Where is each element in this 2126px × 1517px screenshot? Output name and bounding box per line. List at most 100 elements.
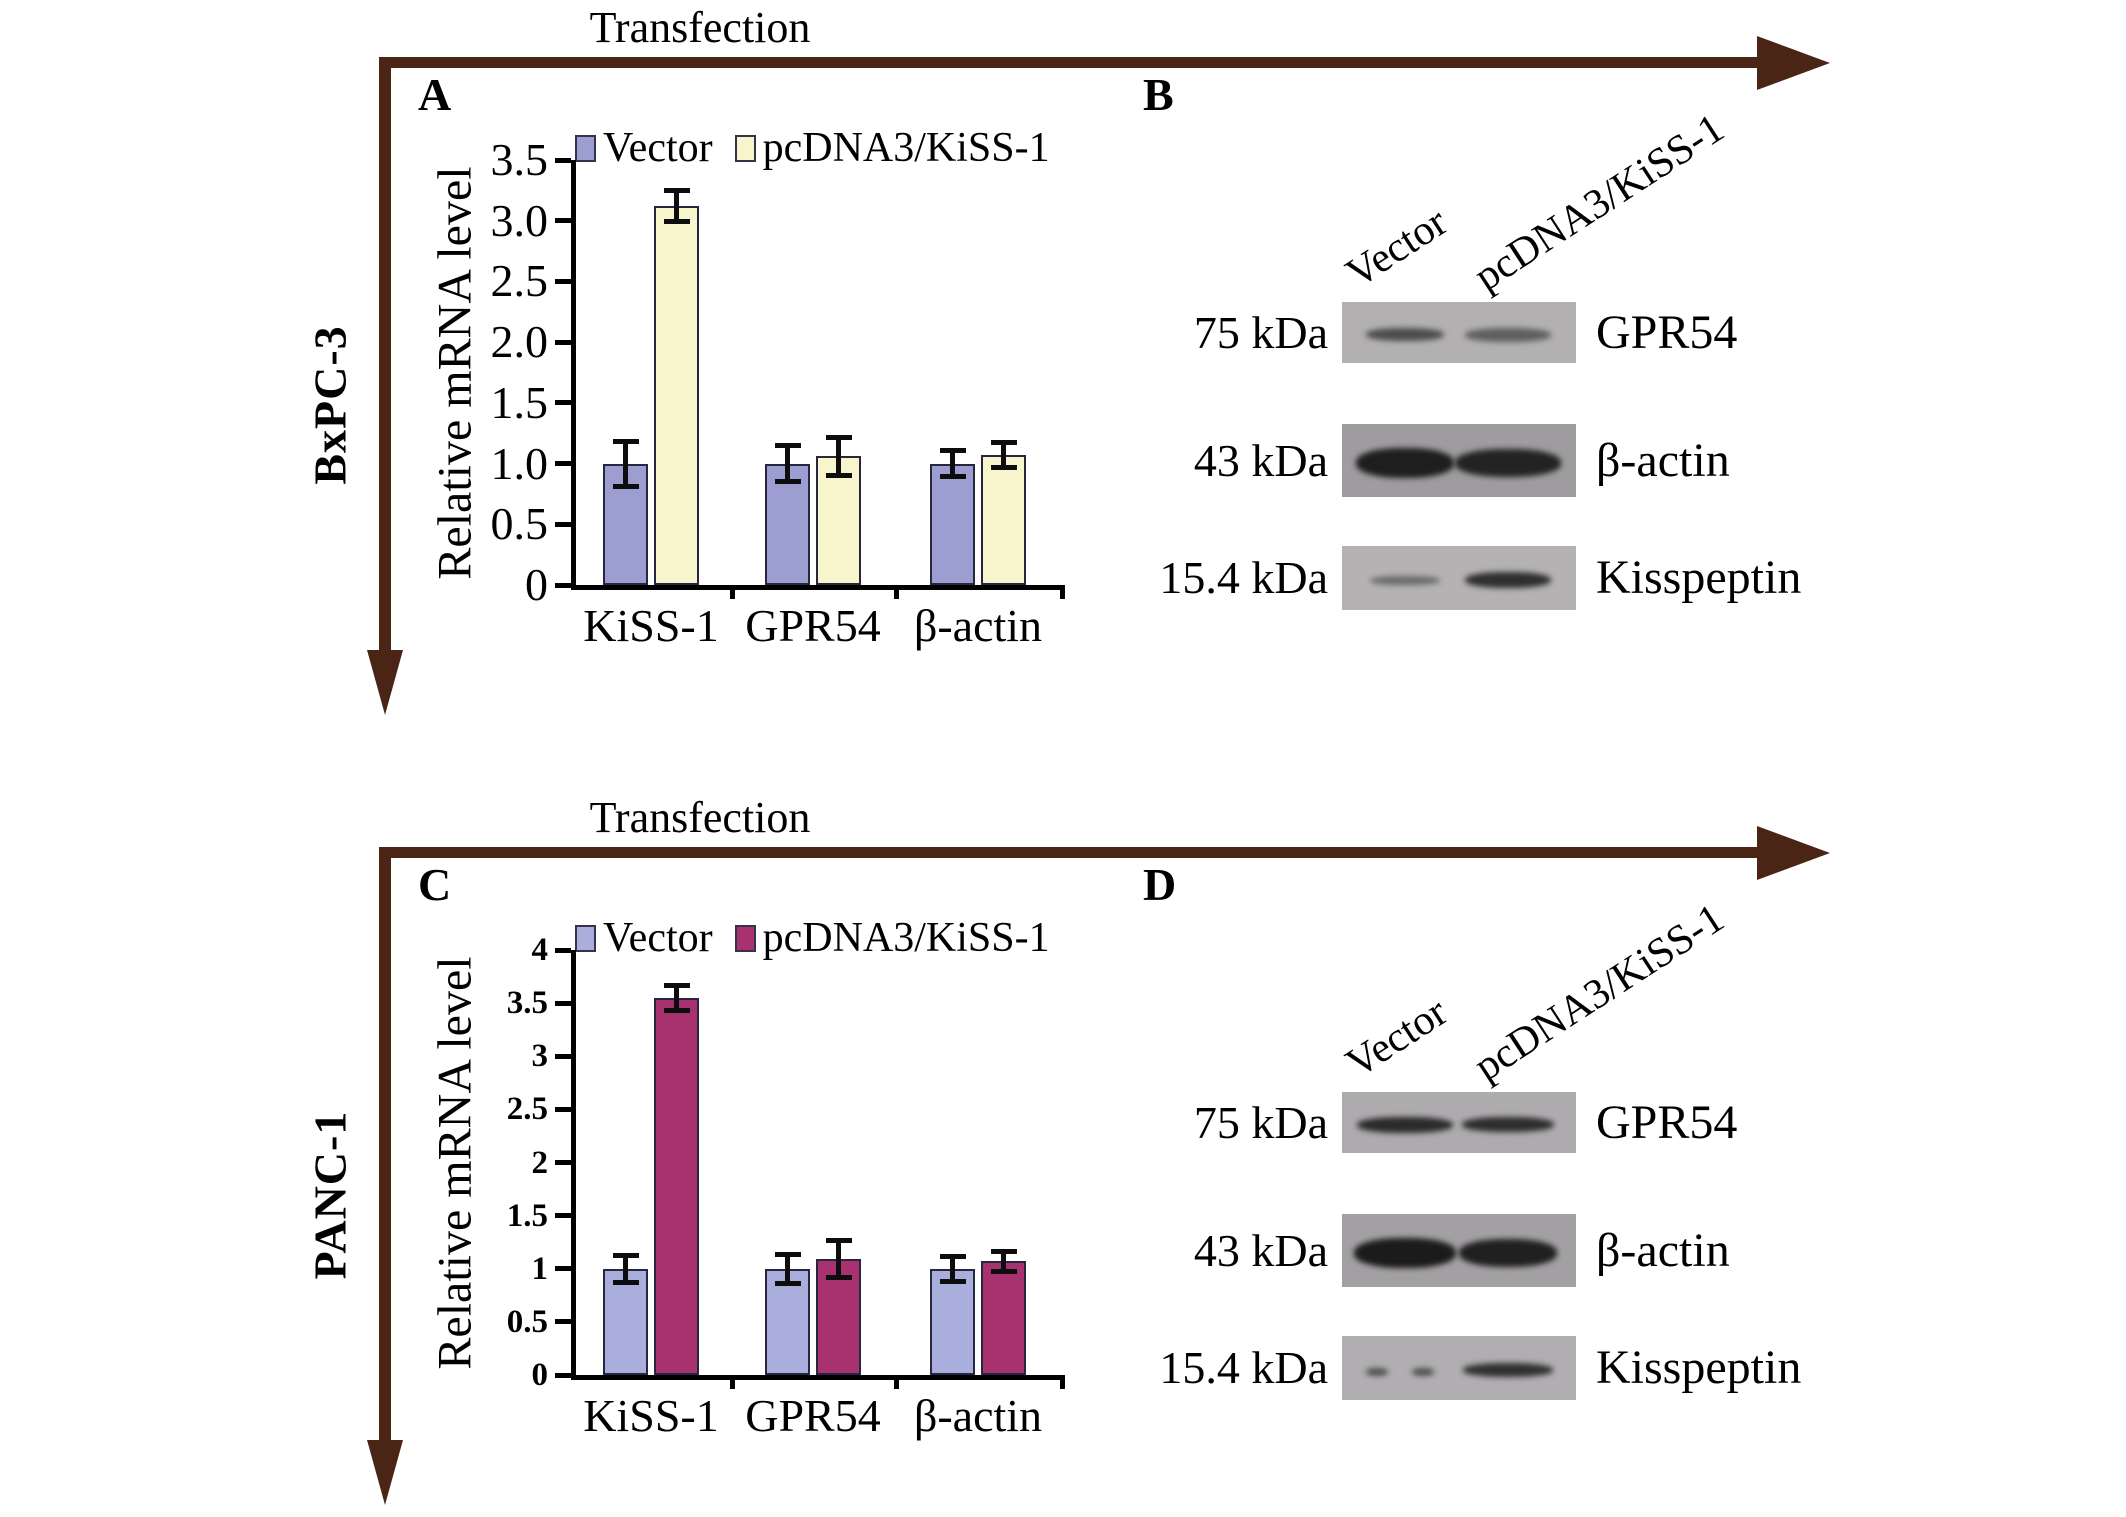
protein-name-label: GPR54	[1596, 305, 1738, 359]
x-category-label: GPR54	[745, 1390, 881, 1441]
legend-swatch-pcdna	[734, 924, 756, 952]
y-tick-label: 0	[531, 1357, 549, 1393]
error-bar-cap	[774, 1280, 801, 1286]
protein-name-label: Kisspeptin	[1596, 1341, 1802, 1394]
protein-name-label: β-actin	[1596, 433, 1730, 487]
y-tick-mark	[555, 1053, 571, 1059]
protein-name-label: Kisspeptin	[1596, 551, 1802, 604]
x-tick-mark	[1059, 585, 1065, 599]
error-bar-cap	[825, 472, 852, 478]
cell-line-arrow-head-icon	[367, 650, 403, 715]
bar-chart-plot-area: 0 0.5 1 1.5 2 2.5 3 3.5 4 KiSS-1 GPR54 β-actin	[507, 932, 1065, 1441]
blot-image-β-actin	[1342, 1214, 1576, 1287]
lane-label-Vector: Vector	[1338, 198, 1456, 298]
error-bar-line	[785, 1253, 790, 1284]
x-category-label: KiSS-1	[583, 600, 719, 651]
transfection-arrow-shaft	[379, 847, 1757, 858]
bar-pcDNA3/KiSS-1-β-actin	[981, 455, 1026, 585]
x-category-label: KiSS-1	[583, 1390, 719, 1441]
blot-band-strong	[1455, 448, 1561, 477]
blot-image-Kisspeptin	[1342, 546, 1576, 610]
error-bar-line	[1001, 441, 1006, 469]
blot-image-GPR54	[1342, 302, 1576, 363]
legend-label-pcdna: pcDNA3/KiSS-1	[762, 125, 1050, 171]
error-bar-line	[950, 1256, 955, 1282]
y-tick-mark	[555, 947, 571, 953]
y-tick-mark	[555, 1372, 571, 1378]
y-tick-mark	[555, 1266, 571, 1272]
error-bar-cap	[825, 1238, 852, 1244]
protein-name-label: β-actin	[1596, 1223, 1730, 1277]
y-tick-label: 1	[531, 1250, 549, 1287]
cell-line-arrow-head-icon	[367, 1440, 403, 1505]
bar-Vector-β-actin	[930, 463, 975, 585]
y-tick-mark	[555, 218, 571, 224]
bar-pcDNA3/KiSS-1-GPR54	[816, 456, 861, 585]
bar-chart-plot-area: 0 0.5 1.0 1.5 2.0 2.5 3.0 3.5 KiSS-1 GPR54 β-actin	[491, 134, 1065, 651]
y-tick-label: 0.5	[490, 498, 549, 550]
y-tick-label: 1.5	[490, 376, 549, 428]
y-tick-label: 3	[531, 1038, 549, 1075]
blot-image-GPR54	[1342, 1092, 1576, 1153]
lane-label-pcDNA3/KiSS-1: pcDNA3/KiSS-1	[1466, 895, 1733, 1091]
molecular-weight-label: 43 kDa	[1193, 434, 1328, 486]
transfection-arrow-head-icon	[1757, 826, 1830, 880]
error-bar-cap	[990, 465, 1017, 471]
error-bar-cap	[663, 218, 690, 224]
cell-line-label: PANC-1	[304, 1110, 356, 1280]
x-tick-mark	[729, 585, 735, 599]
error-bar-line	[674, 985, 679, 1011]
error-bar-cap	[612, 1279, 639, 1285]
y-tick-label: 2	[531, 1144, 549, 1181]
x-tick-mark	[729, 1375, 735, 1389]
x-category-label: β-actin	[913, 1390, 1043, 1441]
y-tick-label: 2.0	[490, 316, 549, 368]
legend-swatch-pcdna	[734, 134, 756, 162]
error-bar-cap	[663, 1007, 690, 1013]
error-bar-cap	[939, 473, 966, 479]
y-tick-label: 0	[525, 559, 548, 610]
transfection-arrow-shaft	[379, 57, 1757, 68]
error-bar-line	[1001, 1250, 1006, 1272]
legend-swatch-vector	[575, 924, 596, 952]
y-tick-label: 4	[531, 932, 549, 968]
legend-label-pcdna: pcDNA3/KiSS-1	[762, 915, 1050, 961]
error-bar-line	[674, 190, 679, 222]
error-bar-line	[785, 445, 790, 482]
blot-band-strong	[1354, 1237, 1456, 1268]
x-tick-mark	[893, 585, 899, 599]
blot-band-dot	[1366, 1368, 1388, 1376]
error-bar-line	[836, 1240, 841, 1279]
error-bar-line	[623, 1254, 628, 1283]
panel-letter-chart: C	[418, 859, 452, 910]
x-tick-mark	[1059, 1375, 1065, 1389]
blot-band-strong	[1459, 1238, 1557, 1267]
y-tick-mark	[555, 278, 571, 284]
cell-line-arrow-shaft	[379, 847, 391, 1440]
error-bar-line	[623, 440, 628, 487]
blot-band-strong	[1356, 447, 1454, 478]
error-bar-cap	[663, 188, 690, 194]
x-tick-mark	[893, 1375, 899, 1389]
y-tick-label: 1.5	[506, 1197, 548, 1234]
y-tick-mark	[555, 157, 571, 163]
y-tick-label: 0.5	[506, 1303, 548, 1340]
y-tick-label: 2.5	[490, 255, 549, 307]
blot-band-strong	[1357, 1116, 1453, 1133]
protein-name-label: GPR54	[1596, 1095, 1738, 1149]
cell-line-label: BxPC-3	[304, 325, 356, 485]
cell-line-arrow-shaft	[379, 57, 391, 650]
error-bar-cap	[990, 439, 1017, 445]
error-bar-cap	[939, 1278, 966, 1284]
blot-band-strong	[1465, 572, 1551, 588]
error-bar-cap	[612, 1252, 639, 1258]
blot-band-medium-faint	[1465, 327, 1551, 342]
blot-image-Kisspeptin	[1342, 1336, 1576, 1400]
panel-letter-chart: A	[418, 69, 452, 120]
transfection-title: Transfection	[589, 3, 811, 52]
panel-letter-blot: D	[1143, 859, 1177, 910]
y-tick-mark	[555, 1213, 571, 1219]
molecular-weight-label: 75 kDa	[1193, 1096, 1328, 1148]
section-bxpc3: Transfection BxPC-3 A B Vector pcDNA3/Ki…	[0, 0, 2126, 758]
